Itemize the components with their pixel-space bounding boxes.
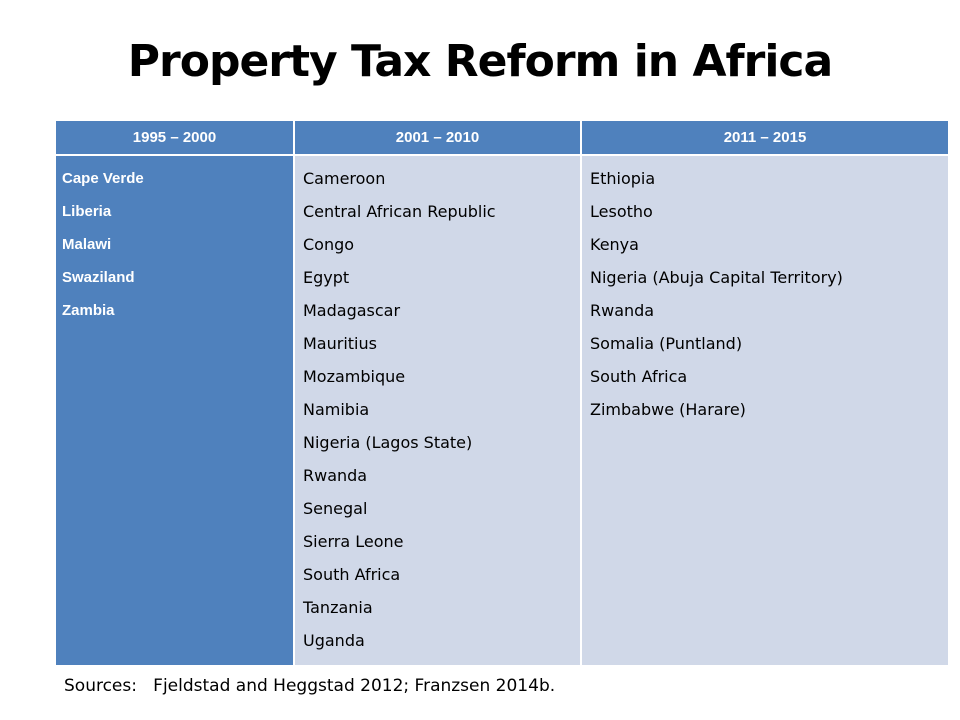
country-item: Madagascar <box>303 301 401 320</box>
column-header-2011-2015: 2011 – 2015 <box>580 121 948 156</box>
country-item: Cameroon <box>303 169 386 188</box>
country-item: Swaziland <box>62 269 135 286</box>
country-list-2001-2010: Cameroon Central African Republic Congo Egy… <box>301 162 580 657</box>
table-header-row: 1995 – 2000 2001 – 2010 2011 – 2015 <box>56 121 948 156</box>
country-list-1995-2000: Cape Verde Liberia Malawi Swaziland Zambia <box>62 162 293 327</box>
country-item: Egypt <box>303 268 350 287</box>
country-item: South Africa <box>303 565 401 584</box>
country-item: Liberia <box>62 203 112 220</box>
country-item: Uganda <box>303 631 365 650</box>
country-item: Sierra Leone <box>303 532 404 551</box>
country-item: Mozambique <box>303 367 406 386</box>
country-item: Mauritius <box>303 334 377 353</box>
country-item: Congo <box>303 235 355 254</box>
table-body-row: Cape Verde Liberia Malawi Swaziland Zambia C… <box>56 155 948 665</box>
country-item: Cape Verde <box>62 170 144 187</box>
country-item: Senegal <box>303 499 368 518</box>
slide-title: Property Tax Reform in Africa <box>127 36 833 87</box>
country-item: Kenya <box>590 235 639 254</box>
country-item: Somalia (Puntland) <box>590 334 743 353</box>
column-2001-2010-cell: Cameroon Central African Republic Congo Egy… <box>293 155 581 665</box>
column-header-2001-2010: 2001 – 2010 <box>293 121 581 156</box>
column-header-1995-2000: 1995 – 2000 <box>56 121 294 156</box>
country-item: Nigeria (Abuja Capital Territory) <box>590 268 843 287</box>
country-item: Central African Republic <box>303 202 496 221</box>
country-item: Ethiopia <box>590 169 656 188</box>
country-item: Zimbabwe (Harare) <box>590 400 746 419</box>
reform-table: 1995 – 2000 2001 – 2010 2011 – 2015 Cape… <box>56 121 948 665</box>
country-item: Zambia <box>62 302 115 319</box>
column-2011-2015-cell: Ethiopia Lesotho Kenya Nigeria (Abuja Capit… <box>580 155 948 665</box>
sources-note: Sources: Fjeldstad and Heggstad 2012; Fr… <box>64 676 556 696</box>
column-1995-2000-cell: Cape Verde Liberia Malawi Swaziland Zambia <box>56 155 294 665</box>
country-list-2011-2015: Ethiopia Lesotho Kenya Nigeria (Abuja Capit… <box>588 162 948 426</box>
country-item: Lesotho <box>590 202 653 221</box>
country-item: Rwanda <box>590 301 655 320</box>
country-item: Tanzania <box>303 598 373 617</box>
country-item: Malawi <box>62 236 112 253</box>
country-item: South Africa <box>590 367 688 386</box>
country-item: Nigeria (Lagos State) <box>303 433 473 452</box>
country-item: Rwanda <box>303 466 368 485</box>
country-item: Namibia <box>303 400 370 419</box>
